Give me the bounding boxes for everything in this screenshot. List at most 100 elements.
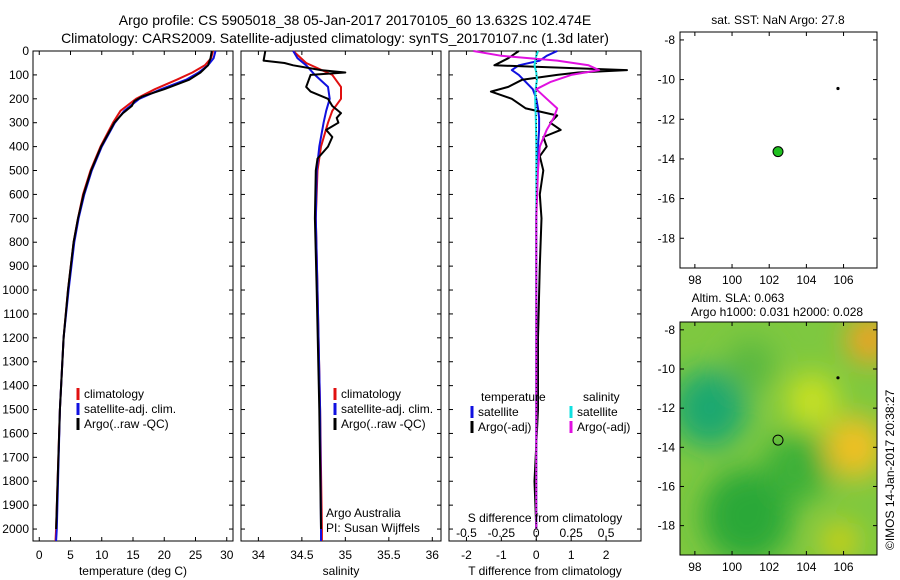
sla-map-title-line1: Altim. SLA: 0.063 [692, 291, 785, 305]
depth-tick-label: 700 [9, 211, 29, 225]
sla-map-x-tick-label: 102 [759, 560, 779, 574]
diff-x-tick-label: 0 [533, 548, 540, 562]
sla-map-y-tick-label: -18 [658, 519, 676, 533]
temp-x-tick-label: 0 [36, 548, 43, 562]
salinity-annotation-line: Argo Australia [326, 506, 401, 520]
diff-legend-entry: Argo(-adj) [478, 420, 531, 434]
depth-tick-label: 1800 [2, 474, 29, 488]
sst-map-y-tick-label: -18 [658, 231, 676, 245]
sla-map-y-tick-label: -12 [658, 401, 676, 415]
figure-title-line1: Argo profile: CS 5905018_38 05-Jan-2017 … [119, 12, 592, 28]
sst-map-frame [679, 31, 878, 269]
sal-plot-frame [240, 50, 442, 542]
temp-legend-entry: satellite-adj. clim. [84, 402, 176, 416]
sla-map-x-tick-label: 98 [688, 560, 702, 574]
sla-map-y-tick-label: -14 [658, 440, 676, 454]
diff-legend-entry: satellite [478, 405, 519, 419]
sst-map-x-tick-label: 100 [722, 273, 742, 287]
sla-map-group: 98 100 102 104 106 -8 -10 -12 -14 -16 -18 [658, 321, 878, 574]
sla-map-x-tick-label: 104 [796, 560, 816, 574]
diff-legend-title-temperature: temperature [481, 390, 546, 404]
diff-salinity-tick-label: 0 [533, 526, 540, 540]
diff-salinity-tick-label: 0.5 [598, 526, 615, 540]
sla-map-anomaly-blob [824, 415, 877, 479]
diff-legend-entry: satellite [577, 405, 618, 419]
diff-salinity-axis-label: S difference from climatology [468, 511, 623, 525]
diff-salinity-tick-label: -0.25 [488, 526, 516, 540]
diff-salinity-tick-label: -0.5 [456, 526, 477, 540]
sst-map-x-tick-label: 98 [688, 273, 702, 287]
sla-map-anomaly-blob [847, 322, 877, 364]
copyright-footer: ©IMOS 14-Jan-2017 20:38:27 [883, 389, 897, 550]
depth-tick-label: 200 [9, 92, 29, 106]
depth-tick-label: 1600 [2, 426, 29, 440]
depth-tick-label: 100 [9, 68, 29, 82]
sla-map-anomaly-blob [726, 339, 775, 391]
depth-tick-label: 300 [9, 116, 29, 130]
temp-legend-entry: Argo(..raw -QC) [84, 417, 169, 431]
depth-tick-label: 2000 [2, 522, 29, 536]
depth-tick-label: 1200 [2, 331, 29, 345]
temp-x-tick-label: 20 [158, 548, 172, 562]
sla-map-anomaly-blob [763, 431, 831, 503]
sla-map-field-blur [680, 322, 877, 555]
sst-map-island-marker [836, 86, 840, 91]
diff-series-s-argo-adj- [473, 50, 601, 529]
sal-x-tick-label: 34 [252, 548, 266, 562]
sla-map-anomaly-blob [785, 372, 838, 428]
diff-x-tick-label: 1 [568, 548, 575, 562]
sla-map-argo-position-marker [772, 434, 784, 446]
diff-x-tick-label: -1 [496, 548, 507, 562]
temp-x-tick-label: 30 [220, 548, 234, 562]
sal-legend-entry: satellite-adj. clim. [341, 402, 433, 416]
temp-x-tick-label: 10 [95, 548, 109, 562]
sal-series-argo-raw-qc- [262, 50, 347, 530]
depth-tick-label: 600 [9, 187, 29, 201]
temp-x-tick-label: 15 [126, 548, 140, 562]
sla-map-y-tick-label: -16 [658, 479, 676, 493]
sla-map-anomaly-blob [702, 468, 792, 555]
sst-map-x-tick-label: 106 [834, 273, 854, 287]
temp-x-tick-label: 5 [67, 548, 74, 562]
diff-x-tick-label: 2 [603, 548, 610, 562]
diff-x-axis-label: T difference from climatology [468, 564, 622, 578]
depth-tick-label: 1000 [2, 283, 29, 297]
sla-map-x-tick-label: 100 [722, 560, 742, 574]
diff-legend-title-salinity: salinity [583, 390, 620, 404]
sla-map-frame [679, 321, 878, 556]
depth-tick-label: 0 [22, 44, 29, 58]
sst-map-group: 98 100 102 104 106 -8 -10 -12 -14 -16 -18 [658, 31, 878, 287]
sst-map-y-tick-label: -10 [658, 73, 676, 87]
diff-legend-entry: Argo(-adj) [577, 420, 630, 434]
sst-map-y-tick-label: -16 [658, 192, 676, 206]
sst-map-x-tick-label: 104 [796, 273, 816, 287]
sla-map-x-tick-label: 106 [834, 560, 854, 574]
sla-map-anomaly-blob [680, 369, 747, 448]
sla-map-title-line2: Argo h1000: 0.031 h2000: 0.028 [691, 305, 863, 319]
sal-x-tick-label: 34.5 [290, 548, 314, 562]
sla-map-y-tick-label: -8 [664, 323, 675, 337]
sst-map-y-tick-label: -8 [664, 33, 675, 47]
depth-tick-label: 1300 [2, 355, 29, 369]
sst-map-argo-position-marker [772, 146, 784, 158]
temp-x-tick-label: 25 [189, 548, 203, 562]
panels-layer: 0100200300400500600700800900100011001200… [2, 13, 878, 578]
depth-tick-label: 500 [9, 164, 29, 178]
depth-tick-label: 1500 [2, 403, 29, 417]
depth-tick-label: 1100 [3, 307, 29, 321]
depth-tick-label: 800 [9, 235, 29, 249]
salinity-annotation-line: PI: Susan Wijffels [326, 521, 420, 535]
temp-plot-frame [32, 50, 234, 542]
sst-map-x-tick-label: 102 [759, 273, 779, 287]
sal-x-tick-label: 35 [339, 548, 353, 562]
sla-map-field [680, 322, 877, 555]
sla-map-island-marker [836, 376, 840, 380]
sla-map-anomaly-blob [821, 521, 859, 555]
depth-tick-label: 400 [9, 140, 29, 154]
depth-tick-label: 1400 [2, 379, 29, 393]
diff-x-tick-label: -2 [461, 548, 472, 562]
sla-map-y-tick-label: -10 [658, 362, 676, 376]
sst-map-title: sat. SST: NaN Argo: 27.8 [711, 13, 845, 27]
figure-title-line2: Climatology: CARS2009. Satellite-adjuste… [61, 30, 609, 46]
